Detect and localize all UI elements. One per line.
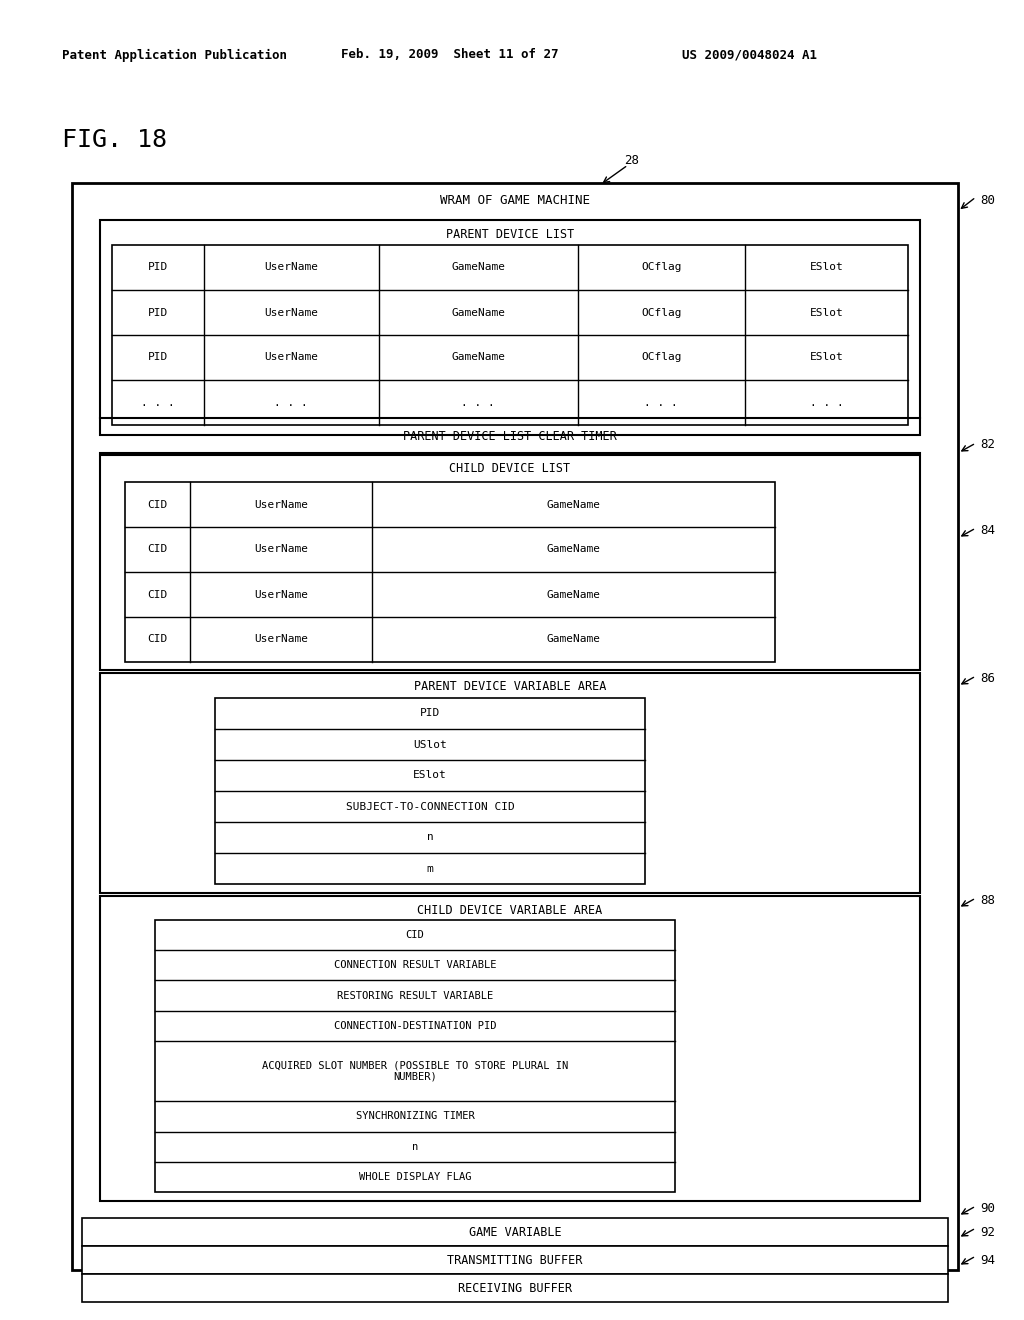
Text: GameName: GameName (452, 263, 505, 272)
Text: CHILD DEVICE VARIABLE AREA: CHILD DEVICE VARIABLE AREA (418, 903, 603, 916)
Text: SYNCHRONIZING TIMER: SYNCHRONIZING TIMER (355, 1111, 474, 1122)
Text: GameName: GameName (547, 590, 600, 599)
Text: UserName: UserName (264, 352, 318, 363)
Text: FIG. 18: FIG. 18 (62, 128, 168, 152)
Text: GameName: GameName (547, 544, 600, 554)
Text: USlot: USlot (413, 739, 446, 750)
Bar (125, 482, 775, 663)
Text: 94: 94 (980, 1254, 995, 1266)
Bar (82, 1274, 948, 1302)
Text: TRANSMITTING BUFFER: TRANSMITTING BUFFER (447, 1254, 583, 1266)
Text: GameName: GameName (452, 308, 505, 318)
Text: GameName: GameName (452, 352, 505, 363)
Text: PID: PID (420, 709, 440, 718)
Text: WRAM OF GAME MACHINE: WRAM OF GAME MACHINE (440, 194, 590, 207)
Text: ESlot: ESlot (810, 308, 844, 318)
Text: GameName: GameName (547, 635, 600, 644)
Text: CID: CID (147, 499, 168, 510)
Text: OCflag: OCflag (641, 352, 682, 363)
Text: UserName: UserName (254, 590, 308, 599)
Text: PARENT DEVICE LIST CLEAR TIMER: PARENT DEVICE LIST CLEAR TIMER (403, 430, 616, 444)
Text: UserName: UserName (254, 499, 308, 510)
Text: WHOLE DISPLAY FLAG: WHOLE DISPLAY FLAG (358, 1172, 471, 1181)
Bar (100, 220, 920, 436)
Text: RECEIVING BUFFER: RECEIVING BUFFER (458, 1282, 572, 1295)
Text: OCflag: OCflag (641, 308, 682, 318)
Text: . . .: . . . (141, 397, 175, 408)
Text: GameName: GameName (547, 499, 600, 510)
Text: 28: 28 (625, 153, 640, 166)
Bar (112, 246, 908, 425)
Text: 92: 92 (980, 1225, 995, 1238)
Text: 82: 82 (980, 438, 995, 451)
Bar (82, 1246, 948, 1274)
Bar (215, 698, 645, 884)
Text: PID: PID (147, 263, 168, 272)
Text: US 2009/0048024 A1: US 2009/0048024 A1 (683, 49, 817, 62)
Text: n: n (427, 833, 433, 842)
Text: 90: 90 (980, 1201, 995, 1214)
Text: UserName: UserName (264, 263, 318, 272)
Text: PARENT DEVICE LIST: PARENT DEVICE LIST (445, 227, 574, 240)
Text: . . .: . . . (274, 397, 308, 408)
Bar (72, 183, 958, 1270)
Text: UserName: UserName (254, 635, 308, 644)
Text: ACQUIRED SLOT NUMBER (POSSIBLE TO STORE PLURAL IN
NUMBER): ACQUIRED SLOT NUMBER (POSSIBLE TO STORE … (262, 1060, 568, 1082)
Bar (100, 673, 920, 894)
Bar (82, 1218, 948, 1246)
Text: Feb. 19, 2009  Sheet 11 of 27: Feb. 19, 2009 Sheet 11 of 27 (341, 49, 559, 62)
Text: n: n (412, 1142, 418, 1151)
Bar (100, 896, 920, 1201)
Text: 84: 84 (980, 524, 995, 536)
Text: OCflag: OCflag (641, 263, 682, 272)
Bar (100, 455, 920, 671)
Text: . . .: . . . (461, 397, 495, 408)
Text: 80: 80 (980, 194, 995, 207)
Text: UserName: UserName (254, 544, 308, 554)
Text: RESTORING RESULT VARIABLE: RESTORING RESULT VARIABLE (337, 990, 494, 1001)
Text: PID: PID (147, 308, 168, 318)
Text: CONNECTION RESULT VARIABLE: CONNECTION RESULT VARIABLE (334, 961, 497, 970)
Text: PARENT DEVICE VARIABLE AREA: PARENT DEVICE VARIABLE AREA (414, 681, 606, 693)
Text: CID: CID (147, 635, 168, 644)
Text: CID: CID (147, 544, 168, 554)
Text: . . .: . . . (810, 397, 844, 408)
Text: GAME VARIABLE: GAME VARIABLE (469, 1225, 561, 1238)
Text: CID: CID (406, 931, 424, 940)
Text: 88: 88 (980, 894, 995, 907)
Text: PID: PID (147, 352, 168, 363)
Text: Patent Application Publication: Patent Application Publication (62, 49, 288, 62)
Text: ESlot: ESlot (810, 352, 844, 363)
Text: ESlot: ESlot (810, 263, 844, 272)
Text: 86: 86 (980, 672, 995, 685)
Text: CID: CID (147, 590, 168, 599)
Text: ESlot: ESlot (413, 771, 446, 780)
Text: SUBJECT-TO-CONNECTION CID: SUBJECT-TO-CONNECTION CID (346, 801, 514, 812)
Text: CHILD DEVICE LIST: CHILD DEVICE LIST (450, 462, 570, 475)
Bar (155, 920, 675, 1192)
Text: UserName: UserName (264, 308, 318, 318)
Text: . . .: . . . (644, 397, 678, 408)
Text: m: m (427, 863, 433, 874)
Text: CONNECTION-DESTINATION PID: CONNECTION-DESTINATION PID (334, 1020, 497, 1031)
